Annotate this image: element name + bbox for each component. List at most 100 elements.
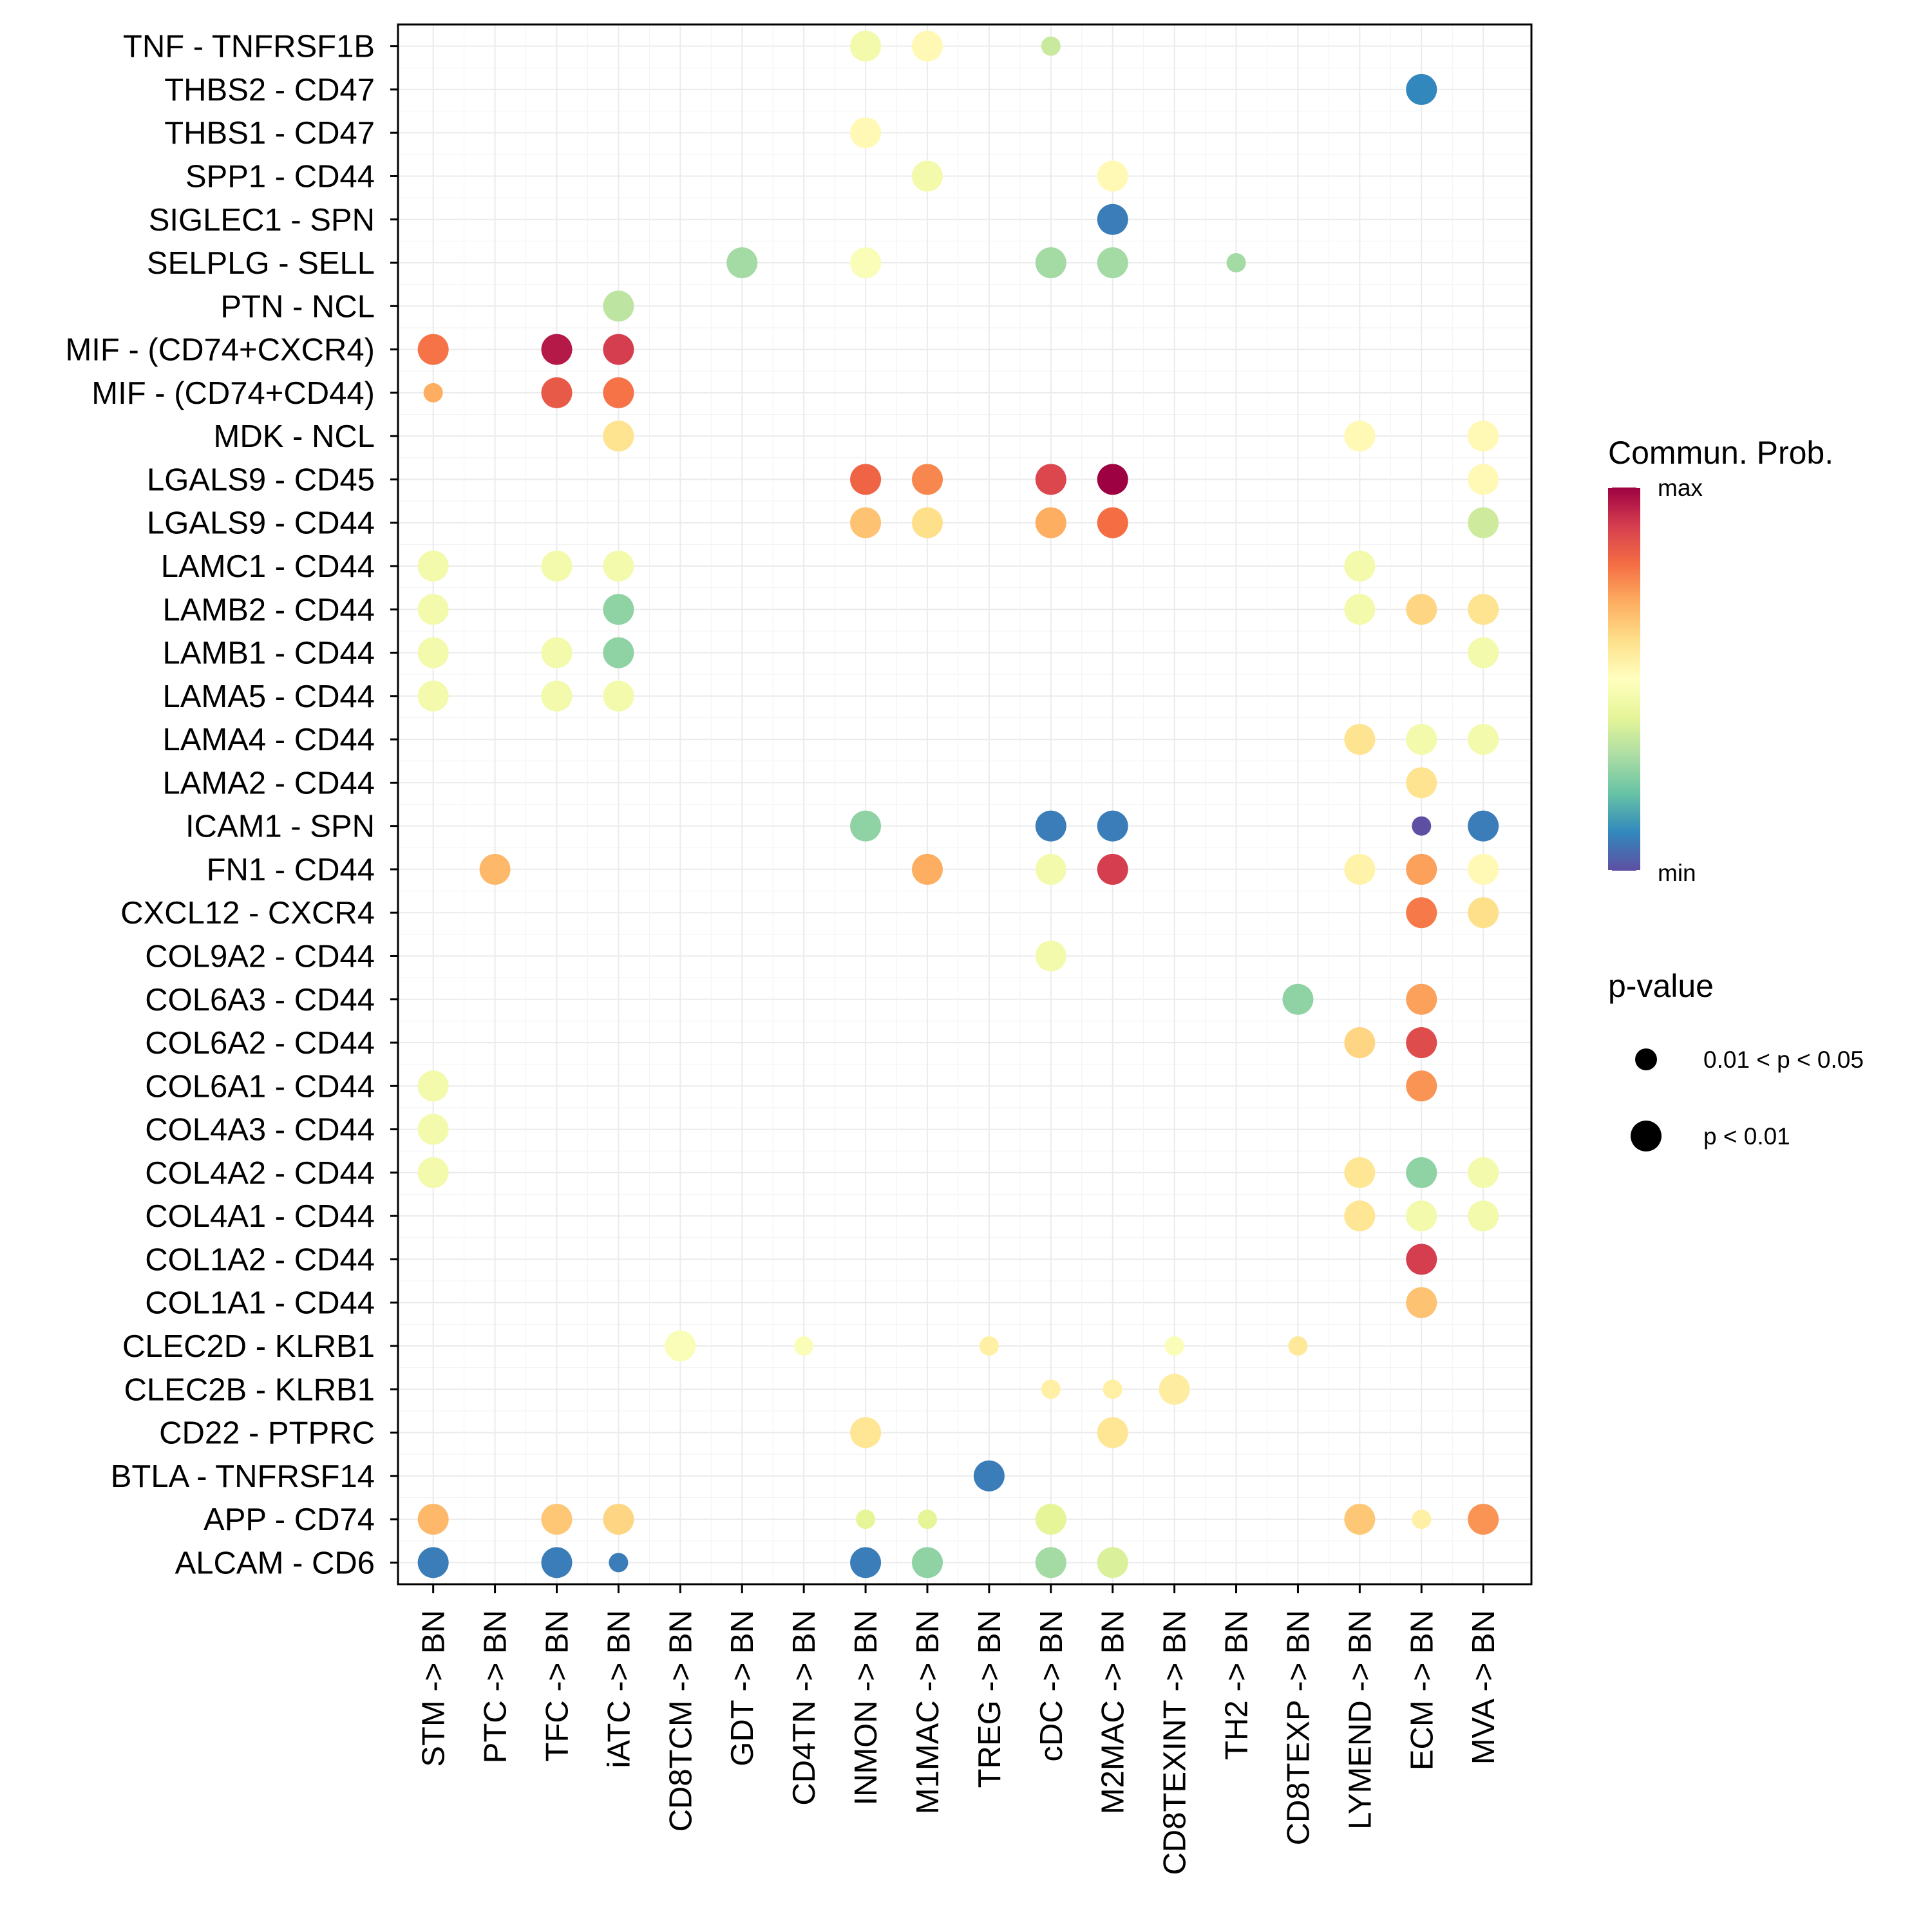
dot-lgals9-cd44--inmon-bn: [850, 507, 882, 538]
dot-alcam-cd6--inmon-bn: [850, 1547, 882, 1578]
dot-clec2d-klrb1--cd8texp-bn: [1288, 1336, 1308, 1356]
dot-app-cd74--tfc-bn: [541, 1504, 573, 1535]
dot-lgals9-cd44--mva-bn: [1468, 507, 1499, 538]
dot-col6a3-cd44--ecm-bn: [1406, 983, 1437, 1015]
dot-lamb2-cd44--lymend-bn: [1344, 594, 1376, 625]
x-tick-label: MVA -> BN: [1466, 1610, 1501, 1765]
dot-icam1-spn--cdc-bn: [1035, 810, 1066, 842]
size-legend-small-dot: [1635, 1048, 1657, 1070]
dot-app-cd74--m1mac-bn: [917, 1510, 937, 1530]
y-tick-label: BTLA - TNFRSF14: [111, 1459, 375, 1494]
dot-mdk-ncl--mva-bn: [1468, 421, 1499, 452]
dot-app-cd74--inmon-bn: [856, 1510, 876, 1530]
dot-lgals9-cd45--m2mac-bn: [1097, 464, 1128, 495]
x-tick-label: iATC -> BN: [601, 1610, 636, 1768]
dot-clec2b-klrb1--m2mac-bn: [1103, 1379, 1122, 1399]
dot-lama4-cd44--lymend-bn: [1344, 724, 1376, 755]
dot-col4a1-cd44--lymend-bn: [1344, 1200, 1376, 1232]
dot-col1a2-cd44--ecm-bn: [1406, 1244, 1437, 1275]
dot-fn1-cd44--mva-bn: [1468, 853, 1499, 885]
y-tick-label: SIGLEC1 - SPN: [149, 203, 375, 238]
dots-layer: [417, 30, 1499, 1578]
dot-lamb1-cd44--iatc-bn: [603, 637, 634, 668]
y-tick-label: THBS1 - CD47: [164, 116, 375, 151]
y-tick-label: TNF - TNFRSF1B: [123, 30, 375, 64]
y-tick-label: SELPLG - SELL: [147, 246, 375, 281]
dot-mif-cd74-cxcr4---stm-bn: [417, 334, 449, 365]
y-tick-label: APP - CD74: [204, 1502, 375, 1537]
size-legend-large-label: p < 0.01: [1703, 1123, 1790, 1150]
dot-cxcl12-cxcr4--ecm-bn: [1406, 897, 1437, 929]
dot-app-cd74--cdc-bn: [1035, 1504, 1066, 1535]
dot-lamb1-cd44--mva-bn: [1468, 637, 1499, 668]
dot-tnf-tnfrsf1b--m1mac-bn: [911, 30, 943, 62]
dot-col6a2-cd44--ecm-bn: [1406, 1027, 1437, 1059]
color-legend-title: Commun. Prob.: [1608, 435, 1833, 471]
y-tick-label: MIF - (CD74+CD44): [91, 376, 375, 411]
dot-icam1-spn--m2mac-bn: [1097, 810, 1128, 842]
dot-col4a2-cd44--mva-bn: [1468, 1157, 1499, 1188]
dot-col4a1-cd44--mva-bn: [1468, 1200, 1499, 1232]
dot-col4a2-cd44--ecm-bn: [1406, 1157, 1437, 1188]
dot-lamb2-cd44--ecm-bn: [1406, 594, 1437, 625]
dot-siglec1-spn--m2mac-bn: [1097, 204, 1128, 235]
dot-lama5-cd44--tfc-bn: [541, 680, 573, 712]
y-tick-label: LAMB2 - CD44: [162, 592, 375, 627]
x-tick-label: GDT -> BN: [725, 1610, 760, 1766]
y-tick-label: LAMB1 - CD44: [162, 636, 375, 671]
x-tick-label: LYMEND -> BN: [1343, 1610, 1378, 1830]
dot-fn1-cd44--ecm-bn: [1406, 853, 1437, 885]
dot-selplg-sell--gdt-bn: [726, 247, 758, 279]
color-legend-min-label: min: [1658, 860, 1696, 886]
y-tick-label: LAMC1 - CD44: [161, 549, 375, 584]
dot-lama2-cd44--ecm-bn: [1406, 767, 1437, 799]
dot-lama4-cd44--ecm-bn: [1406, 724, 1437, 755]
size-legend-small-label: 0.01 < p < 0.05: [1703, 1046, 1864, 1073]
y-tick-label: MDK - NCL: [214, 419, 375, 454]
x-tick-label: M1MAC -> BN: [911, 1610, 945, 1814]
y-tick-label: COL6A3 - CD44: [145, 983, 375, 1018]
dot-clec2d-klrb1--cd8texint-bn: [1164, 1336, 1184, 1356]
dot-lgals9-cd44--m2mac-bn: [1097, 507, 1128, 538]
y-tick-label: CD22 - PTPRC: [159, 1416, 375, 1451]
dot-fn1-cd44--m1mac-bn: [911, 853, 943, 885]
dot-app-cd74--stm-bn: [417, 1504, 449, 1535]
dot-lamc1-cd44--stm-bn: [417, 550, 449, 582]
dot-cd22-ptprc--m2mac-bn: [1097, 1417, 1128, 1448]
dot-lamb1-cd44--tfc-bn: [541, 637, 573, 668]
dot-cd22-ptprc--inmon-bn: [850, 1417, 882, 1448]
dot-app-cd74--mva-bn: [1468, 1504, 1499, 1535]
y-tick-label: COL4A2 - CD44: [145, 1156, 375, 1191]
size-legend-title: p-value: [1608, 968, 1714, 1004]
dot-lgals9-cd45--mva-bn: [1468, 464, 1499, 495]
dot-col6a2-cd44--lymend-bn: [1344, 1027, 1376, 1059]
dot-col9a2-cd44--cdc-bn: [1035, 940, 1066, 972]
dot-app-cd74--ecm-bn: [1412, 1510, 1432, 1530]
dot-mif-cd74-cd44---stm-bn: [423, 383, 443, 402]
grid-lines: [398, 24, 1531, 1584]
dot-btla-tnfrsf14--treg-bn: [973, 1460, 1005, 1492]
dot-lamb2-cd44--mva-bn: [1468, 594, 1499, 625]
dot-alcam-cd6--m1mac-bn: [911, 1547, 943, 1578]
y-tick-label: THBS2 - CD47: [164, 73, 375, 108]
panel-border: [397, 23, 1533, 1586]
dot-lama5-cd44--iatc-bn: [603, 680, 634, 712]
dot-thbs2-cd47--ecm-bn: [1406, 73, 1437, 105]
y-tick-label: COL6A2 - CD44: [145, 1026, 375, 1061]
y-tick-label: ALCAM - CD6: [175, 1546, 375, 1580]
y-tick-label: COL4A1 - CD44: [145, 1199, 375, 1234]
dot-lama5-cd44--stm-bn: [417, 680, 449, 712]
y-tick-label: LAMA2 - CD44: [162, 766, 375, 800]
x-tick-label: cDC -> BN: [1034, 1610, 1069, 1762]
y-tick-label: SPP1 - CD44: [185, 159, 375, 194]
color-legend-max-label: max: [1658, 475, 1703, 501]
x-tick-label: PTC -> BN: [478, 1610, 513, 1763]
dot-mif-cd74-cxcr4---iatc-bn: [603, 334, 634, 365]
y-tick-label: PTN - NCL: [220, 289, 375, 324]
dot-fn1-cd44--m2mac-bn: [1097, 853, 1128, 885]
dot-col6a1-cd44--ecm-bn: [1406, 1070, 1437, 1102]
dot-tnf-tnfrsf1b--inmon-bn: [850, 30, 882, 62]
dot-mdk-ncl--lymend-bn: [1344, 421, 1376, 452]
